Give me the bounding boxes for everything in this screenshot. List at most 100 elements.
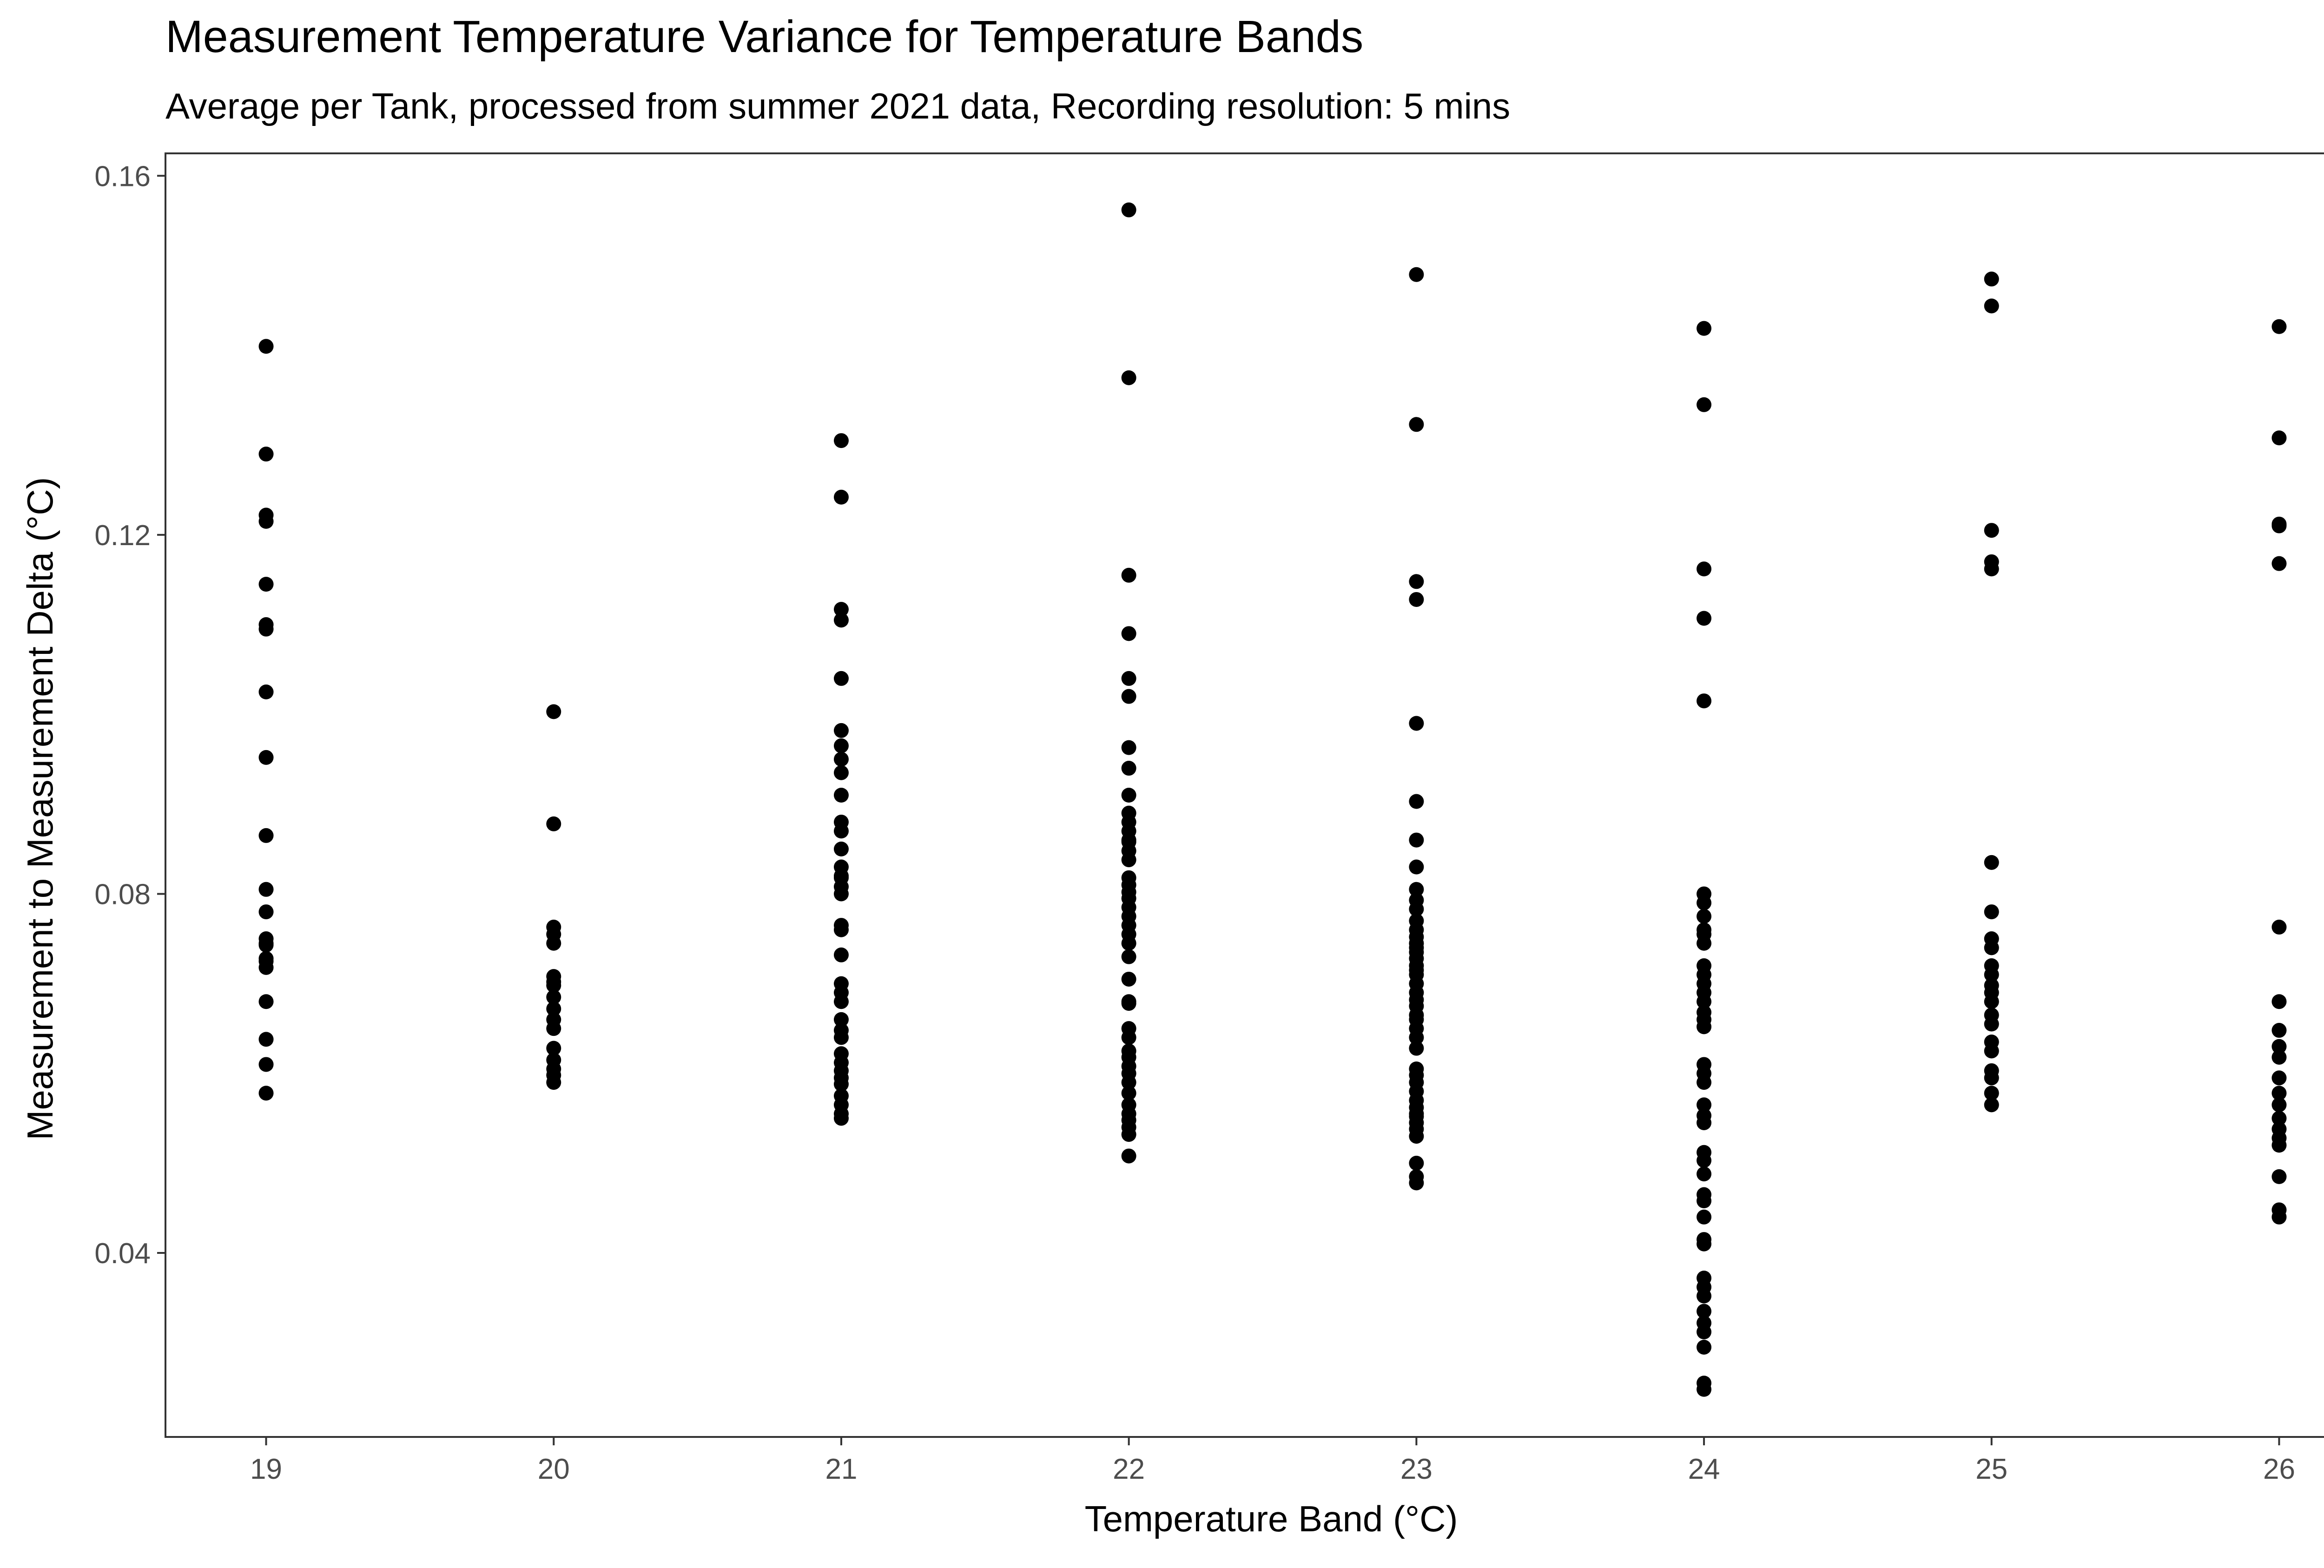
data-point — [1409, 267, 1424, 282]
data-point — [2271, 1086, 2287, 1101]
data-point — [1984, 967, 1999, 982]
data-point — [2271, 1209, 2287, 1225]
data-point — [1121, 936, 1136, 951]
data-point — [1121, 1148, 1136, 1164]
data-point — [1409, 1084, 1424, 1099]
data-point — [1121, 567, 1136, 583]
data-point — [1121, 884, 1136, 900]
data-point — [1409, 1175, 1424, 1191]
data-point — [1121, 994, 1136, 1009]
data-point — [833, 1012, 849, 1027]
data-point — [833, 723, 849, 738]
data-point — [833, 738, 849, 753]
data-point — [258, 447, 274, 462]
data-point — [1697, 1115, 1712, 1130]
data-point — [1697, 1075, 1712, 1090]
x-tick-label: 25 — [1975, 1453, 2007, 1485]
data-point — [833, 602, 849, 617]
data-point — [1697, 611, 1712, 626]
data-point — [1121, 202, 1136, 217]
x-tick-label: 24 — [1688, 1453, 1720, 1485]
y-axis: 0.04 0.08 0.12 0.16 — [94, 160, 165, 1270]
data-point — [1121, 1066, 1136, 1081]
data-point — [1984, 855, 1999, 870]
data-point — [1697, 1209, 1712, 1225]
data-point — [1697, 1382, 1712, 1397]
data-point — [2271, 994, 2287, 1009]
data-point — [833, 1111, 849, 1126]
data-point — [1697, 1324, 1712, 1340]
data-point — [2271, 518, 2287, 534]
data-point — [258, 1057, 274, 1072]
x-tick-label: 19 — [250, 1453, 282, 1485]
data-point — [1409, 794, 1424, 809]
data-point — [546, 936, 561, 951]
y-tick-label: 0.04 — [94, 1238, 151, 1270]
data-point — [1984, 994, 1999, 1009]
data-point — [258, 994, 274, 1009]
data-point — [1697, 994, 1712, 1009]
data-point — [258, 1086, 274, 1101]
data-point — [1121, 689, 1136, 704]
data-point — [546, 1075, 561, 1090]
data-point — [833, 489, 849, 505]
data-point — [1697, 1153, 1712, 1168]
data-point — [258, 684, 274, 699]
data-point — [258, 904, 274, 920]
data-point — [1697, 693, 1712, 709]
data-point — [1121, 971, 1136, 987]
data-point — [1984, 561, 1999, 577]
data-point — [2271, 1023, 2287, 1038]
data-point — [833, 985, 849, 1000]
plot-panel-border — [165, 152, 2324, 1438]
data-point — [2271, 319, 2287, 334]
data-point — [1409, 716, 1424, 731]
data-point — [833, 671, 849, 686]
data-point — [1984, 1043, 1999, 1059]
data-point — [1409, 940, 1424, 955]
data-point — [1697, 1339, 1712, 1355]
data-point — [1121, 832, 1136, 848]
data-point — [258, 514, 274, 529]
data-point — [833, 788, 849, 803]
data-point — [2271, 1111, 2287, 1126]
data-point — [833, 947, 849, 962]
data-point — [1409, 1106, 1424, 1121]
data-point — [258, 577, 274, 592]
data-points — [258, 202, 2287, 1397]
data-point — [546, 1041, 561, 1056]
data-point — [833, 1046, 849, 1061]
data-point — [1697, 909, 1712, 924]
data-point — [258, 936, 274, 951]
data-point — [258, 882, 274, 897]
data-point — [1697, 895, 1712, 910]
data-point — [1409, 592, 1424, 607]
data-point — [1409, 1012, 1424, 1027]
data-point — [1984, 1016, 1999, 1032]
chart-title: Measurement Temperature Variance for Tem… — [165, 11, 1363, 62]
x-axis: 19 20 21 22 23 24 25 26 — [250, 1437, 2295, 1485]
data-point — [546, 816, 561, 831]
data-point — [1697, 1304, 1712, 1319]
data-point — [2271, 1169, 2287, 1184]
x-tick-label: 22 — [1113, 1453, 1145, 1485]
data-point — [546, 704, 561, 719]
data-point — [258, 621, 274, 637]
y-axis-label: Measurement to Measurement Delta (°C) — [20, 477, 60, 1140]
data-point — [833, 433, 849, 448]
data-point — [2271, 1138, 2287, 1153]
data-point — [1121, 626, 1136, 641]
data-point — [1697, 1097, 1712, 1113]
data-point — [1984, 904, 1999, 920]
y-tick-label: 0.16 — [94, 160, 151, 192]
data-point — [1984, 940, 1999, 955]
data-point — [258, 1032, 274, 1047]
chart-subtitle: Average per Tank, processed from summer … — [165, 86, 1510, 126]
data-point — [833, 751, 849, 767]
data-point — [1697, 561, 1712, 577]
data-point — [833, 886, 849, 902]
data-point — [258, 750, 274, 765]
x-tick-label: 21 — [825, 1453, 857, 1485]
data-point — [1984, 1097, 1999, 1113]
